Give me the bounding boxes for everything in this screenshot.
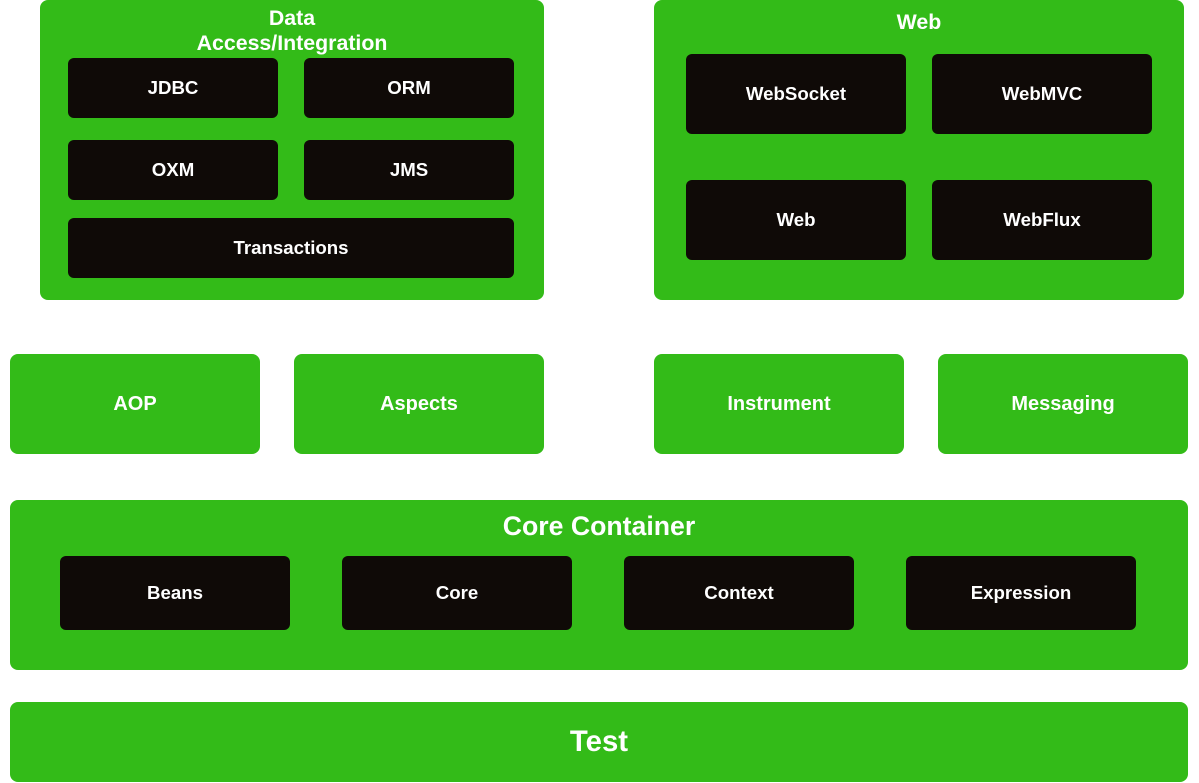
panel-core-container: Core Container Beans Core Context Expres… [10,500,1188,670]
panel-web-title: Web [654,10,1184,36]
module-webmvc: WebMVC [932,54,1152,134]
module-aop-label: AOP [113,393,156,416]
module-websocket-label: WebSocket [746,83,846,105]
module-oxm: OXM [68,140,278,200]
module-webmvc-label: WebMVC [1002,83,1083,105]
module-orm: ORM [304,58,514,118]
module-transactions-label: Transactions [233,237,348,259]
module-context-label: Context [704,582,773,604]
module-beans: Beans [60,556,290,630]
module-transactions: Transactions [68,218,514,278]
module-aop: AOP [10,354,260,454]
module-webflux-label: WebFlux [1003,209,1080,231]
panel-data-access-title: Data Access/Integration [40,6,544,55]
module-aspects: Aspects [294,354,544,454]
module-webflux: WebFlux [932,180,1152,260]
panel-test: Test [10,702,1188,782]
diagram-canvas: Data Access/Integration JDBC ORM OXM JMS… [0,0,1199,783]
module-expression-label: Expression [971,582,1072,604]
module-jms: JMS [304,140,514,200]
module-web: Web [686,180,906,260]
module-messaging: Messaging [938,354,1188,454]
panel-core-title: Core Container [10,510,1188,542]
module-messaging-label: Messaging [1011,393,1114,416]
panel-web-title-text: Web [897,10,942,34]
module-instrument: Instrument [654,354,904,454]
panel-core-title-text: Core Container [503,511,696,541]
module-websocket: WebSocket [686,54,906,134]
module-jdbc: JDBC [68,58,278,118]
module-jdbc-label: JDBC [148,77,199,99]
panel-web: Web WebSocket WebMVC Web WebFlux [654,0,1184,300]
module-instrument-label: Instrument [727,393,830,416]
module-beans-label: Beans [147,582,203,604]
module-oxm-label: OXM [152,159,195,181]
module-core: Core [342,556,572,630]
module-web-label: Web [776,209,815,231]
panel-data-access-title-line1: Data [269,6,315,30]
module-jms-label: JMS [390,159,428,181]
module-core-label: Core [436,582,479,604]
module-expression: Expression [906,556,1136,630]
panel-test-title: Test [570,725,628,759]
module-aspects-label: Aspects [380,393,458,416]
panel-data-access-title-line2: Access/Integration [197,31,388,55]
module-orm-label: ORM [387,77,431,99]
panel-data-access: Data Access/Integration JDBC ORM OXM JMS… [40,0,544,300]
module-context: Context [624,556,854,630]
